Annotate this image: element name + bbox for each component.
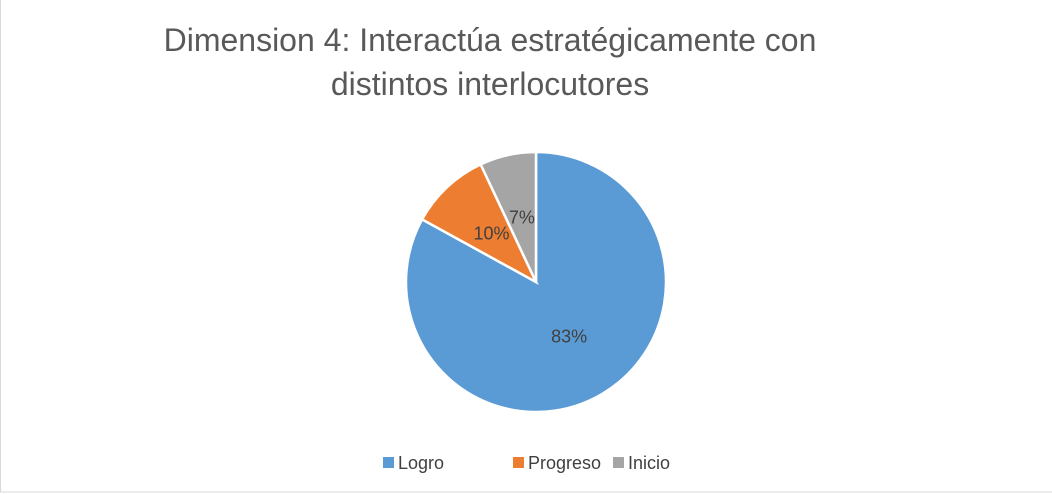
pie-slice [404, 150, 668, 414]
pie-slice [478, 150, 538, 283]
data-label: 10% [473, 223, 509, 243]
data-label: 7% [509, 207, 535, 227]
legend-label: Logro [398, 453, 444, 473]
legend-swatch [513, 457, 524, 468]
legend-swatch [613, 457, 624, 468]
legend-label: Progreso [528, 453, 601, 473]
legend-label: Inicio [628, 453, 670, 473]
chart-title: Dimension 4: Interactúa estratégicamente… [163, 22, 817, 102]
data-label: 83% [551, 327, 587, 347]
pie-slice [420, 162, 539, 285]
legend-swatch [383, 457, 394, 468]
